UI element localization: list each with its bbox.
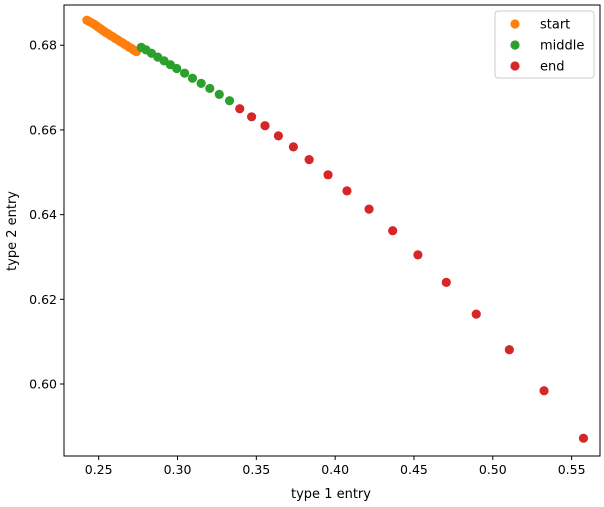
y-tick-label: 0.62 [29,292,57,307]
legend: start middle end [494,10,595,79]
legend-label-start: start [540,18,570,33]
y-tick-label: 0.64 [29,207,57,222]
legend-label-middle: middle [540,39,584,54]
legend-box [494,10,595,79]
data-point-middle [187,73,198,83]
y-axis-ticks: 0.60 0.62 0.64 0.66 0.68 [29,38,64,392]
data-point-middle [214,89,224,99]
x-tick-label: 0.50 [479,462,507,477]
data-point-end [260,121,270,131]
legend-marker-end [510,61,520,71]
y-tick-label: 0.66 [29,122,57,137]
data-point-end [247,112,257,122]
data-point-end [273,131,283,141]
x-tick-label: 0.45 [400,462,428,477]
data-point-end [413,250,423,260]
data-point-end [441,277,451,287]
data-point-end [342,186,352,196]
y-tick-label: 0.68 [29,38,57,53]
legend-marker-start [510,19,520,29]
x-tick-label: 0.30 [164,462,192,477]
data-point-end [539,386,549,396]
data-point-middle [196,78,206,88]
y-axis-label: type 2 entry [5,191,20,271]
data-point-end [471,309,481,319]
legend-marker-middle [510,40,520,50]
plot-area-frame [63,4,601,457]
data-point-end [388,226,398,236]
x-axis-label: type 1 entry [291,487,371,502]
data-point-end [288,142,298,152]
data-points [82,15,589,443]
legend-label-end: end [540,60,565,75]
data-point-end [304,154,314,165]
data-point-end [323,170,333,180]
x-axis-ticks: 0.25 0.30 0.35 0.40 0.45 0.50 0.55 [85,456,586,477]
y-tick-label: 0.60 [29,377,57,392]
data-point-end [504,345,514,355]
data-point-end [364,204,374,214]
x-tick-label: 0.25 [85,462,113,477]
data-point-end [235,104,245,114]
data-point-middle [180,68,190,78]
x-tick-label: 0.40 [321,462,349,477]
data-point-middle [224,96,235,106]
data-point-middle [205,83,215,94]
x-tick-label: 0.35 [242,462,270,477]
x-tick-label: 0.55 [558,462,586,477]
data-point-end [578,433,589,443]
data-point-middle [172,63,182,74]
